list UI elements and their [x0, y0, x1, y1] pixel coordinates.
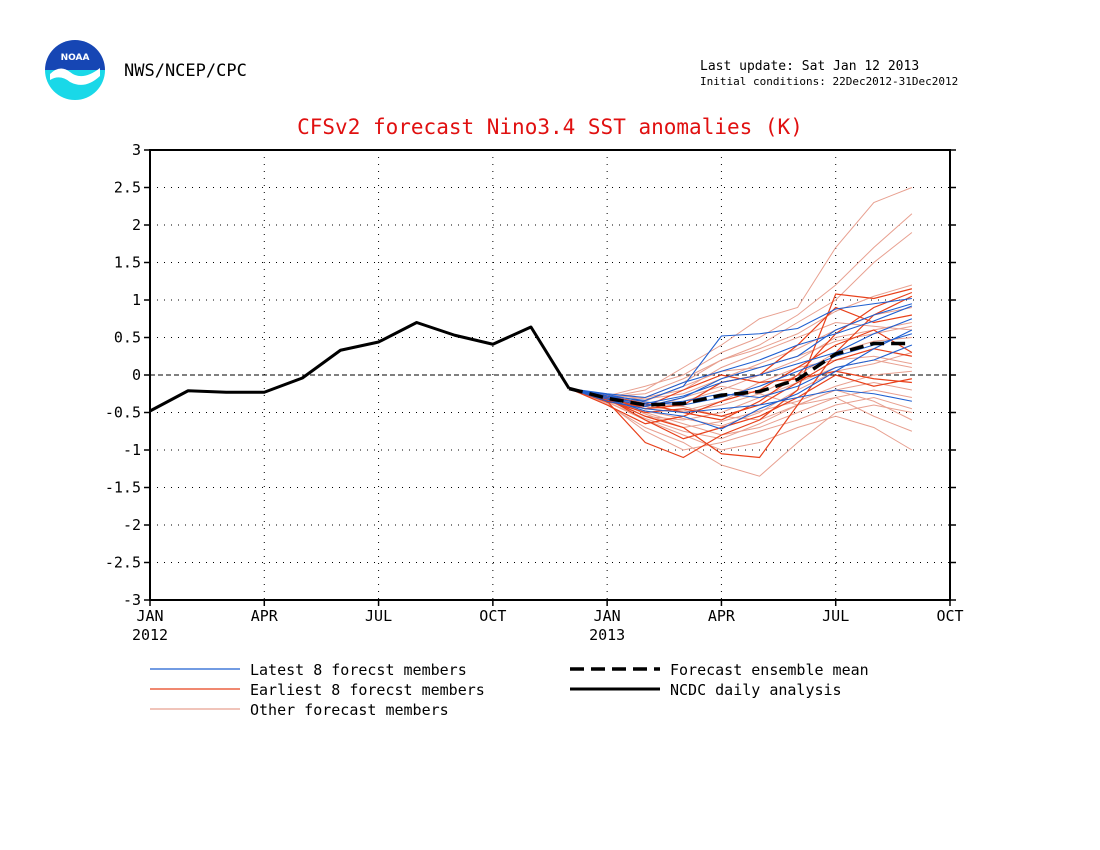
legend-label-mean: Forecast ensemble mean: [670, 661, 869, 679]
legend-label-other: Other forecast members: [250, 701, 449, 719]
member-line-earliest: [568, 295, 913, 459]
legend-label-earliest: Earliest 8 forecst members: [250, 681, 485, 699]
y-tick-label: 1: [132, 291, 141, 309]
chart-title: CFSv2 forecast Nino3.4 SST anomalies (K): [297, 115, 803, 139]
agency-label: NWS/NCEP/CPC: [124, 61, 247, 81]
x-tick-year-label: 2012: [132, 626, 168, 644]
ensemble-mean-line: [568, 341, 912, 407]
legend-label-analysis: NCDC daily analysis: [670, 681, 842, 699]
y-tick-label: 2.5: [114, 179, 141, 197]
noaa-logo: NOAA: [45, 40, 105, 100]
x-tick-label: OCT: [479, 607, 506, 625]
member-line-latest: [568, 387, 913, 414]
x-tick-label: JUL: [365, 607, 392, 625]
legend-label-latest: Latest 8 forecst members: [250, 661, 467, 679]
initial-conditions: Initial conditions: 22Dec2012-31Dec2012: [700, 75, 958, 88]
member-line-latest: [568, 344, 913, 406]
y-tick-label: -2: [123, 516, 141, 534]
x-tick-label: JUL: [822, 607, 849, 625]
member-line-other: [568, 187, 913, 399]
member-line-earliest: [568, 374, 913, 440]
y-tick-label: -3: [123, 591, 141, 609]
y-tick-label: -2.5: [105, 554, 141, 572]
x-tick-label: APR: [251, 607, 279, 625]
member-line-latest: [568, 303, 913, 408]
x-tick-label: JAN: [136, 607, 163, 625]
x-tick-year-label: 2013: [589, 626, 625, 644]
member-line-earliest: [568, 288, 913, 459]
x-tick-label: JAN: [594, 607, 621, 625]
y-tick-label: 0.5: [114, 329, 141, 347]
last-update: Last update: Sat Jan 12 2013: [700, 59, 919, 74]
member-line-earliest: [568, 291, 913, 421]
member-line-other: [568, 388, 913, 451]
analysis-line: [149, 321, 571, 413]
y-tick-label: -1: [123, 441, 141, 459]
member-line-other: [568, 213, 913, 397]
x-tick-label: APR: [708, 607, 736, 625]
member-line-other: [568, 321, 912, 399]
member-line-other: [568, 388, 913, 451]
member-line-other: [568, 388, 913, 440]
y-tick-label: 0: [132, 366, 141, 384]
legend: Latest 8 forecst members Earliest 8 forec…: [150, 661, 869, 719]
plot-area: 32.521.510.50-0.5-1-1.5-2-2.5-3JAN2012AP…: [105, 141, 964, 644]
y-tick-label: -0.5: [105, 404, 141, 422]
x-tick-label: OCT: [936, 607, 963, 625]
member-line-latest: [568, 305, 913, 399]
y-tick-label: 3: [132, 141, 141, 159]
y-tick-label: 1.5: [114, 254, 141, 272]
y-tick-label: -1.5: [105, 479, 141, 497]
noaa-logo-text: NOAA: [61, 53, 90, 63]
member-line-other: [568, 388, 913, 477]
y-tick-label: 2: [132, 216, 141, 234]
